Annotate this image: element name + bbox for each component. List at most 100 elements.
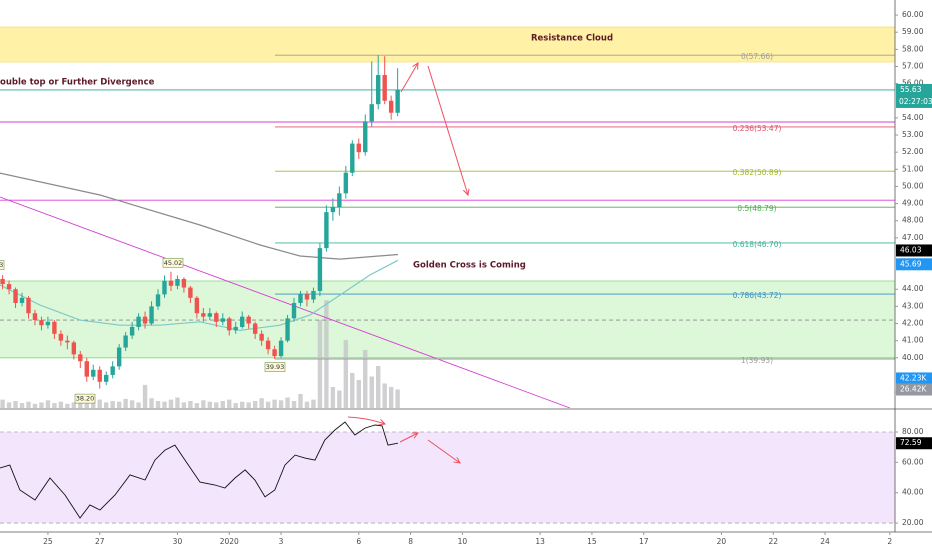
volume-bar (149, 398, 154, 408)
y-tick-label: 40.00 (902, 488, 924, 497)
volume-bar (116, 401, 122, 408)
y-tick-label: 50.00 (902, 181, 924, 190)
volume-bar (52, 403, 57, 408)
candle-body (13, 289, 18, 303)
candle-body (116, 347, 122, 367)
volume-bar (363, 349, 368, 408)
x-tick-label: 17 (639, 537, 649, 546)
x-tick-label: 15 (587, 537, 597, 546)
volume-bar (304, 401, 310, 408)
rsi-value-box (896, 437, 932, 450)
y-tick-label: 58.00 (902, 44, 924, 53)
volume-bar (214, 402, 219, 408)
candle-body (252, 323, 258, 334)
candle-body (84, 361, 89, 377)
volume-bar (65, 403, 70, 408)
x-tick-label: 3 (279, 537, 284, 546)
volume-bar (58, 401, 64, 408)
fib-label: 0.382(50.89) (733, 168, 782, 177)
fib-label: 0.5(48.79) (737, 204, 776, 213)
candle-body (58, 333, 64, 341)
volume-ma-box (896, 372, 932, 385)
volume-bar (32, 403, 38, 408)
volume-ma: 42.23K (900, 373, 927, 382)
y-tick-label: 57.00 (902, 61, 924, 70)
volume-bar (91, 401, 96, 408)
y-tick-label: 44.00 (902, 284, 924, 293)
ma-value: 45.69 (900, 259, 922, 268)
volume-bar (272, 399, 277, 408)
volume-bar (343, 340, 349, 408)
fib-label: 0.618(46.70) (733, 240, 782, 249)
volume-bar (155, 401, 161, 408)
volume-bar (142, 384, 148, 408)
candle-body (181, 278, 187, 288)
volume-bar (175, 397, 180, 408)
ma-value-box (896, 258, 932, 271)
price-label-box (162, 257, 184, 268)
volume-bar (311, 399, 316, 408)
candle-body (395, 89, 400, 113)
last-price-box (896, 83, 932, 108)
rsi-line (0, 421, 398, 519)
volume-bar (291, 401, 297, 408)
volume-bar (0, 399, 5, 408)
volume-bar (181, 402, 187, 408)
candle-body (343, 172, 349, 194)
candle-body (207, 313, 213, 317)
y-tick-label: 40.00 (902, 353, 924, 362)
countdown: 02:27:03 (899, 97, 932, 106)
candle-body (123, 335, 128, 348)
y-tick-label: 49.00 (902, 199, 924, 208)
y-tick-label: 60.00 (902, 457, 924, 466)
arrow (427, 65, 468, 195)
candle-body (71, 342, 77, 355)
x-tick-label: 10 (458, 537, 468, 546)
price-label-box (264, 362, 286, 372)
volume-bar (259, 398, 264, 408)
y-tick-label: 56.00 (902, 79, 924, 88)
ma-value-box (896, 244, 932, 257)
candle-body (175, 278, 180, 286)
y-tick-label: 47.00 (902, 233, 924, 242)
arrow (427, 439, 460, 463)
x-tick-label: 2 (887, 537, 892, 546)
volume-bar (265, 401, 271, 408)
y-tick-label: 20.00 (902, 518, 924, 527)
volume-bar (78, 401, 83, 408)
candle-body (278, 340, 284, 357)
candle-body (317, 248, 323, 291)
volume-bar (369, 376, 374, 408)
candle-body (0, 278, 5, 285)
candle-body (45, 321, 51, 326)
volume-bar (19, 403, 25, 408)
volume-last-box (896, 383, 932, 396)
y-tick-label: 48.00 (902, 216, 924, 225)
volume-bar (298, 394, 303, 408)
candle-body (324, 212, 329, 249)
candle-body (78, 354, 83, 362)
volume-bar (194, 403, 200, 408)
volume-bar (240, 401, 245, 408)
volume-bar (330, 387, 336, 408)
volume-bar (71, 402, 77, 408)
arrow (347, 416, 385, 424)
candle-body (350, 143, 355, 173)
volume-bar (136, 402, 141, 408)
y-tick-label: 80.00 (902, 427, 924, 436)
x-tick-label: 25 (43, 537, 53, 546)
candle-body (382, 75, 387, 101)
volume-bar (317, 319, 323, 408)
y-tick-label: 42.00 (902, 319, 924, 328)
rsi-band (0, 432, 895, 524)
candle-body (19, 297, 25, 303)
y-tick-label: 52.00 (902, 147, 924, 156)
volume-bar (382, 383, 387, 408)
candle-body (240, 316, 245, 327)
candle-body (369, 104, 374, 122)
annotation: Golden Cross is Coming (413, 261, 526, 271)
candle-body (227, 318, 232, 331)
x-tick-label: 6 (356, 537, 361, 546)
volume-bar (26, 401, 31, 408)
